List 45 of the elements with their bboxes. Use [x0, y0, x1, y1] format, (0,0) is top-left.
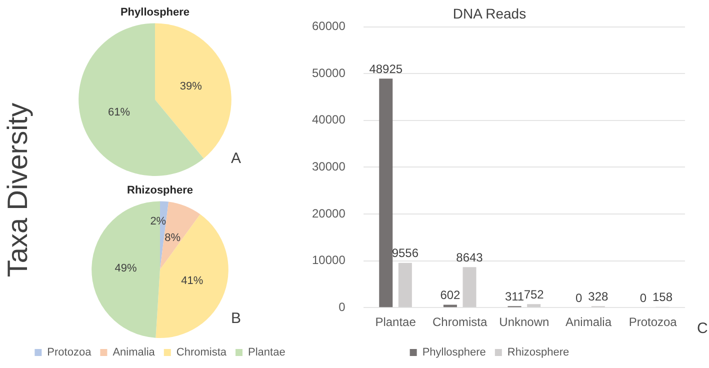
data-label: 49% [114, 262, 138, 275]
legend-label: Rhizosphere [507, 346, 570, 359]
legend-label: Phyllosphere [422, 346, 486, 359]
data-label: 48925 [369, 62, 403, 76]
y-tick-label: 0 [338, 300, 346, 314]
data-label: 752 [524, 287, 544, 302]
x-tick-label: Plantae [375, 315, 416, 330]
x-tick-label: Protozoa [628, 315, 678, 330]
y-tick-label: 20000 [312, 206, 346, 220]
legend-label: Protozoa [47, 346, 92, 359]
legend-label: Animalia [112, 346, 156, 359]
data-label: 0 [640, 290, 647, 305]
y-tick-label: 40000 [312, 112, 346, 127]
bar [527, 304, 541, 308]
bar [462, 267, 476, 308]
data-label: 328 [588, 289, 608, 304]
x-tick-label: Unknown [499, 315, 550, 330]
legend-label: Plantae [248, 346, 286, 359]
x-tick-label: Animalia [565, 315, 612, 330]
data-label: 41% [181, 275, 204, 288]
data-label: 0 [576, 290, 583, 305]
y-tick-label: 60000 [312, 19, 346, 34]
chart-title: DNA Reads [452, 5, 526, 22]
data-label: 8% [164, 232, 181, 244]
x-tick-label: Chromista [432, 315, 488, 330]
data-label: 602 [440, 288, 461, 302]
text: A [231, 150, 242, 167]
text: C [697, 320, 708, 337]
data-label: 2% [150, 216, 166, 228]
data-label: 61% [108, 106, 130, 119]
chart-title: Phyllosphere [120, 6, 190, 19]
text: Taxa Diversity [2, 102, 34, 278]
data-label: 8643 [456, 250, 484, 264]
data-label: 9556 [392, 246, 419, 260]
bar [379, 78, 393, 308]
y-tick-label: 10000 [312, 253, 346, 268]
legend-label: Chromista [176, 346, 228, 359]
chart-title: Rhizosphere [126, 184, 194, 197]
y-tick-label: 30000 [312, 160, 346, 174]
data-label: 39% [180, 80, 202, 93]
data-label: 158 [652, 290, 673, 304]
y-tick-label: 50000 [312, 66, 346, 80]
bar [398, 262, 412, 308]
data-label: 311 [504, 289, 524, 304]
text: B [231, 310, 242, 327]
